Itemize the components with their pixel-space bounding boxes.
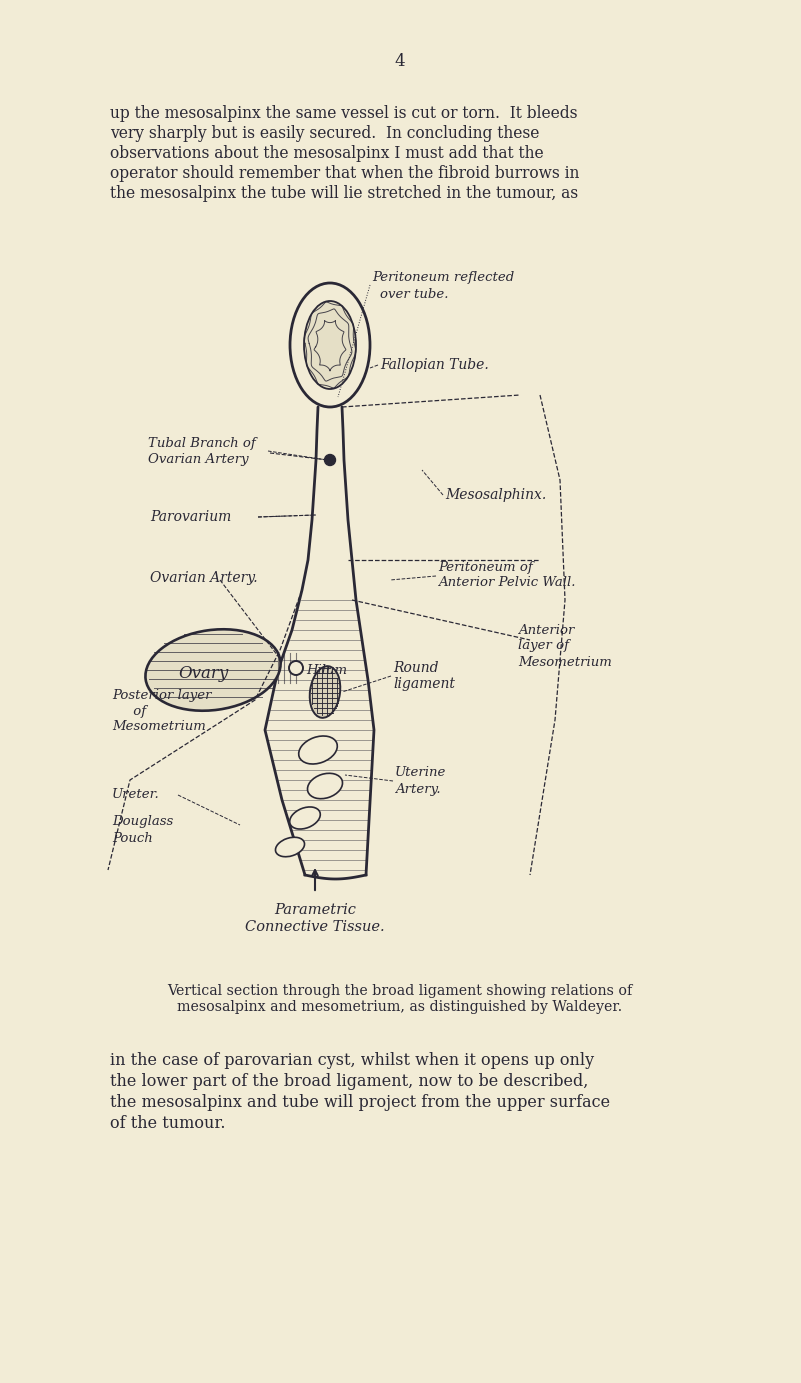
Text: mesosalpinx and mesometrium, as distinguished by Waldeyer.: mesosalpinx and mesometrium, as distingu…	[177, 1000, 622, 1014]
Text: 4: 4	[395, 54, 405, 71]
Ellipse shape	[276, 837, 304, 856]
Text: Round: Round	[393, 661, 438, 675]
Text: Anterior Pelvic Wall.: Anterior Pelvic Wall.	[438, 577, 575, 589]
Text: Parovarium: Parovarium	[150, 510, 231, 524]
Text: Vertical section through the broad ligament showing relations of: Vertical section through the broad ligam…	[167, 983, 633, 999]
Text: Peritoneum reflected: Peritoneum reflected	[372, 271, 514, 285]
Text: Ureter.: Ureter.	[112, 788, 159, 802]
Text: of: of	[112, 704, 146, 718]
Text: the lower part of the broad ligament, now to be described,: the lower part of the broad ligament, no…	[110, 1073, 589, 1090]
Text: Douglass: Douglass	[112, 816, 173, 828]
Text: Tubal Branch of: Tubal Branch of	[148, 437, 256, 449]
Text: up the mesosalpinx the same vessel is cut or torn.  It bleeds: up the mesosalpinx the same vessel is cu…	[110, 105, 578, 122]
Ellipse shape	[304, 301, 356, 389]
Text: in the case of parovarian cyst, whilst when it opens up only: in the case of parovarian cyst, whilst w…	[110, 1052, 594, 1069]
Text: Ovary: Ovary	[178, 664, 228, 682]
Ellipse shape	[324, 455, 336, 466]
Text: operator should remember that when the fibroid burrows in: operator should remember that when the f…	[110, 165, 579, 183]
Ellipse shape	[308, 773, 343, 799]
Text: Hilum: Hilum	[306, 664, 347, 676]
Text: Posterior layer: Posterior layer	[112, 689, 211, 701]
Text: ligament: ligament	[393, 678, 455, 692]
Text: of the tumour.: of the tumour.	[110, 1115, 226, 1133]
Text: the mesosalpinx and tube will project from the upper surface: the mesosalpinx and tube will project fr…	[110, 1094, 610, 1111]
Text: layer of: layer of	[518, 639, 569, 653]
Ellipse shape	[290, 806, 320, 828]
Ellipse shape	[310, 667, 340, 718]
Text: Fallopian Tube.: Fallopian Tube.	[380, 358, 489, 372]
Text: Artery.: Artery.	[395, 783, 441, 795]
Ellipse shape	[289, 661, 303, 675]
Text: Peritoneum of: Peritoneum of	[438, 561, 533, 574]
Text: Ovarian Artery: Ovarian Artery	[148, 452, 248, 466]
Text: Parametric: Parametric	[274, 903, 356, 917]
Text: observations about the mesosalpinx I must add that the: observations about the mesosalpinx I mus…	[110, 145, 544, 162]
Text: Mesometrium: Mesometrium	[518, 656, 612, 668]
Text: Connective Tissue.: Connective Tissue.	[245, 920, 384, 934]
Text: Pouch: Pouch	[112, 831, 153, 845]
Text: over tube.: over tube.	[380, 288, 449, 300]
Text: Ovarian Artery.: Ovarian Artery.	[150, 571, 258, 585]
Ellipse shape	[290, 284, 370, 407]
Text: very sharply but is easily secured.  In concluding these: very sharply but is easily secured. In c…	[110, 124, 539, 142]
Text: Anterior: Anterior	[518, 624, 574, 636]
Text: Mesometrium: Mesometrium	[112, 721, 206, 733]
Ellipse shape	[299, 736, 337, 763]
Text: the mesosalpinx the tube will lie stretched in the tumour, as: the mesosalpinx the tube will lie stretc…	[110, 185, 578, 202]
Text: Uterine: Uterine	[395, 766, 446, 780]
Text: Mesosalphinx.: Mesosalphinx.	[445, 488, 546, 502]
Ellipse shape	[146, 629, 280, 711]
